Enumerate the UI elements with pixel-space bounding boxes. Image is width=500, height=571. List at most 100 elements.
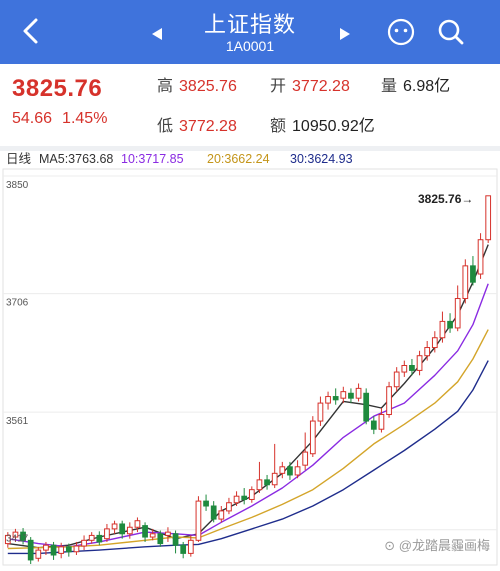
candle-body [317,402,324,422]
candle-body [35,549,42,559]
candle [195,496,202,542]
candle [370,416,377,435]
candle-body [149,533,156,538]
candle [363,388,370,425]
low-stat: 低 3772.28 [157,112,237,136]
candle-body [165,531,171,536]
amount-value: 10950.92亿 [292,118,375,135]
candle [431,331,438,353]
kline-svg[interactable]: 3850 3706 3561 3417 3825.76→ [0,168,500,566]
candle [279,461,286,479]
candle-body [378,414,385,430]
candle-body [210,505,217,520]
candle-body [401,365,408,373]
candle [187,535,194,557]
prev-stock-triangle-icon[interactable] [152,28,162,40]
candle [409,358,415,376]
change-percent: 1.45% [62,110,108,127]
candle [355,383,362,402]
search-icon[interactable] [436,17,466,47]
high-value: 3825.76 [179,78,237,95]
volume-label: 量 [381,78,398,95]
candle [454,285,461,332]
current-price: 3825.76 [12,75,103,102]
candle [119,520,126,539]
candle [416,350,423,376]
candle [462,259,469,304]
candle [424,341,431,361]
candle-body [477,239,484,275]
candle-body [348,392,354,399]
candle [134,517,141,533]
candle-body [126,526,133,535]
candle [271,443,278,489]
candle [43,541,49,556]
candle-body [43,544,49,551]
candle [165,527,171,542]
candle-body [50,544,57,556]
candle [447,313,453,333]
candle [149,528,156,541]
candle-body [203,500,209,507]
candle-body [20,531,26,541]
candle-body [454,298,461,329]
change-value: 54.66 [12,110,53,127]
ma10-line [7,283,489,548]
candle-body [180,544,187,554]
ma20-value: 20:3662.24 [207,152,270,166]
amount-label: 额 [270,118,287,135]
y-tick-label: 3850 [6,180,29,191]
last-price-label: 3825.76→ [418,192,473,206]
candle-body [233,495,240,504]
candle-body [65,546,72,553]
candle-body [447,320,453,329]
candle-body [355,387,362,399]
section-divider [0,146,500,151]
candle [210,501,217,523]
candle-body [309,420,316,455]
candle-body [340,391,347,399]
high-stat: 高 3825.76 [157,72,237,96]
candle-body [485,195,492,241]
more-circle-icon[interactable] [386,17,416,47]
candle-body [248,489,255,500]
candle [378,407,385,433]
ma30-line [7,360,489,555]
ma10-value: 10:3717.85 [121,152,184,166]
open-stat: 开 3772.28 [270,72,350,96]
candle-body [409,365,415,371]
candle [325,391,331,410]
candle-body [134,520,141,528]
candle [73,541,80,556]
y-tick-label: 3706 [6,298,29,309]
candle [218,506,225,523]
candle [12,528,19,542]
candle [233,491,240,507]
candle-body [386,386,392,416]
candle [81,535,87,551]
candle [309,416,316,457]
ma-legend: 日线 MA5:3763.68 10:3717.85 20:3662.24 30:… [0,151,500,168]
candle [226,497,232,515]
high-label: 高 [157,78,174,95]
candle-body [27,539,34,561]
candle-body [287,466,293,476]
candle-body [256,479,263,491]
candle [348,388,354,404]
period-label[interactable]: 日线 [6,152,32,166]
candle [287,461,293,480]
candle-body [81,539,87,547]
next-stock-triangle-icon[interactable] [340,28,350,40]
low-label: 低 [157,118,174,135]
candle-body [462,265,469,300]
kline-chart[interactable]: 3850 3706 3561 3417 3825.76→ [0,168,500,566]
candle [439,311,446,343]
candle [96,531,103,546]
candle [393,367,400,392]
volume-stat: 量 6.98亿 [381,72,450,96]
candle-body [218,510,225,520]
candle-body [470,265,476,283]
candle-body [157,533,164,545]
back-chevron-icon[interactable] [16,16,46,46]
watermark: ⊙ @龙踏晨霾画梅 [384,538,490,553]
